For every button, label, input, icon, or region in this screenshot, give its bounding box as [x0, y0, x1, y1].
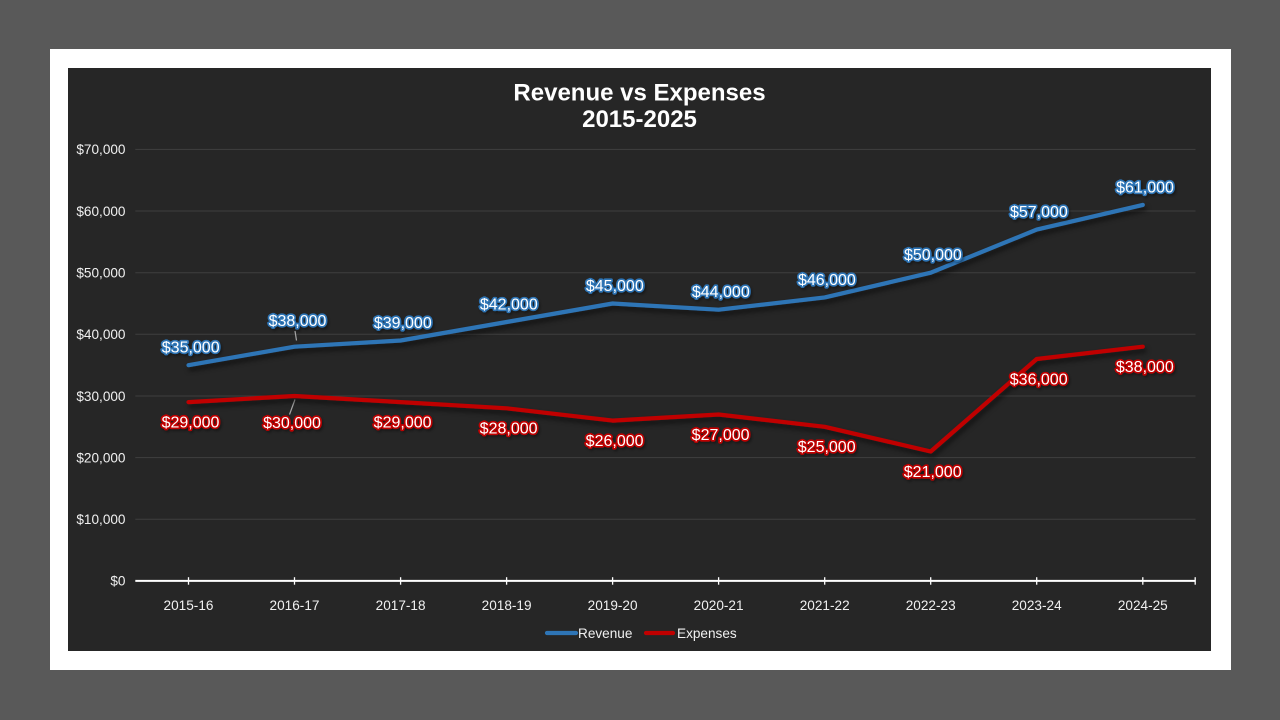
svg-text:$40,000: $40,000 — [76, 327, 126, 342]
svg-text:$29,000: $29,000 — [162, 414, 220, 431]
svg-text:$30,000: $30,000 — [263, 415, 321, 432]
svg-text:$26,000: $26,000 — [586, 433, 644, 450]
svg-text:$61,000: $61,000 — [1116, 179, 1174, 196]
svg-text:2021-22: 2021-22 — [800, 598, 850, 613]
svg-text:$28,000: $28,000 — [480, 421, 538, 438]
svg-text:2023-24: 2023-24 — [1012, 598, 1062, 613]
svg-text:$0: $0 — [110, 574, 126, 589]
svg-text:$57,000: $57,000 — [1010, 204, 1068, 221]
svg-text:$44,000: $44,000 — [692, 284, 750, 301]
svg-text:2015-2025: 2015-2025 — [582, 106, 697, 133]
svg-text:$35,000: $35,000 — [162, 340, 220, 357]
svg-text:$42,000: $42,000 — [480, 297, 538, 314]
svg-text:Expenses: Expenses — [677, 626, 737, 641]
svg-text:2018-19: 2018-19 — [482, 598, 532, 613]
svg-text:2024-25: 2024-25 — [1118, 598, 1168, 613]
svg-text:$27,000: $27,000 — [692, 427, 750, 444]
svg-text:$30,000: $30,000 — [76, 389, 126, 404]
svg-text:2020-21: 2020-21 — [694, 598, 744, 613]
svg-text:$50,000: $50,000 — [904, 247, 962, 264]
svg-text:$70,000: $70,000 — [76, 142, 126, 157]
svg-text:$36,000: $36,000 — [1010, 371, 1068, 388]
svg-text:$20,000: $20,000 — [76, 450, 126, 465]
svg-text:$39,000: $39,000 — [374, 315, 432, 332]
svg-text:2017-18: 2017-18 — [376, 598, 426, 613]
svg-text:$29,000: $29,000 — [374, 414, 432, 431]
svg-text:2015-16: 2015-16 — [164, 598, 214, 613]
svg-text:$46,000: $46,000 — [798, 272, 856, 289]
svg-text:$25,000: $25,000 — [798, 439, 856, 456]
svg-text:$45,000: $45,000 — [586, 278, 644, 295]
svg-text:2019-20: 2019-20 — [588, 598, 638, 613]
svg-text:Revenue: Revenue — [578, 626, 632, 641]
svg-text:2022-23: 2022-23 — [906, 598, 956, 613]
svg-text:2016-17: 2016-17 — [270, 598, 320, 613]
svg-text:$10,000: $10,000 — [76, 512, 126, 527]
svg-text:$21,000: $21,000 — [904, 464, 962, 481]
svg-text:$38,000: $38,000 — [1116, 359, 1174, 376]
svg-text:$60,000: $60,000 — [76, 204, 126, 219]
svg-text:Revenue vs Expenses: Revenue vs Expenses — [513, 80, 765, 107]
svg-text:$50,000: $50,000 — [76, 266, 126, 281]
svg-text:$38,000: $38,000 — [269, 313, 327, 330]
